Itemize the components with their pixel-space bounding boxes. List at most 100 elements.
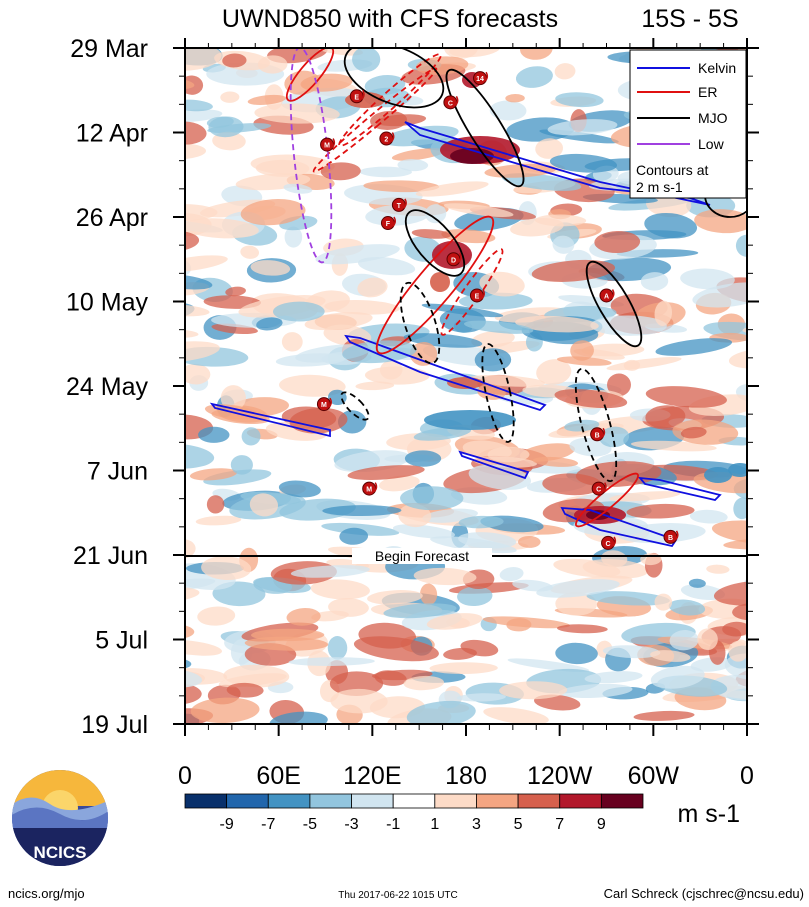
logo-text: NCICS — [34, 843, 87, 862]
svg-text:C: C — [606, 541, 611, 548]
colorbar-swatch — [309, 793, 352, 809]
svg-text:E: E — [354, 94, 359, 101]
legend-note-line1: Contours at — [636, 162, 708, 178]
legend-label-low: Low — [698, 136, 725, 152]
forecast-label-bg — [352, 548, 492, 564]
y-tick-label: 21 Jun — [73, 542, 148, 570]
tc-marker: A — [599, 288, 615, 303]
colorbar-swatch — [600, 793, 644, 809]
low-contour — [289, 48, 333, 264]
forecast-marker: Begin Forecast — [185, 548, 747, 564]
er-contour — [285, 48, 335, 102]
y-tick-label: 5 Jul — [95, 627, 148, 655]
colorbar-swatch — [184, 793, 228, 809]
colorbar-label: -1 — [386, 816, 400, 833]
tc-marker: 14 — [473, 71, 489, 86]
svg-text:B: B — [595, 432, 600, 439]
tc-marker: E — [349, 89, 365, 104]
svg-text:B: B — [668, 535, 673, 542]
legend: Kelvin ER MJO Low Contours at 2 m s-1 — [629, 49, 747, 199]
chart-title: UWND850 with CFS forecasts — [222, 5, 558, 33]
mjo-contour — [445, 68, 525, 188]
y-tick-label: 26 Apr — [76, 204, 148, 232]
x-tick-label: 0 — [740, 762, 754, 790]
tc-marker: 2 — [379, 131, 395, 146]
kelvin-contour — [209, 402, 331, 438]
legend-box — [629, 49, 747, 199]
x-tick-label: 180 — [445, 762, 487, 790]
svg-text:M: M — [321, 402, 327, 409]
colorbar-label: 7 — [555, 816, 564, 833]
y-tick-label: 19 Jul — [81, 711, 148, 739]
svg-text:F: F — [386, 221, 391, 228]
tc-marker: C — [443, 95, 459, 110]
colorbar-swatch — [559, 793, 602, 809]
svg-text:T: T — [397, 203, 402, 210]
tc-marker: C — [601, 535, 617, 550]
x-tick-label: 120E — [343, 762, 401, 790]
colorbar-label: 1 — [430, 816, 439, 833]
svg-text:2: 2 — [384, 137, 388, 144]
colorbar-swatch — [517, 793, 561, 809]
footer-timestamp: Thu 2017-06-22 1015 UTC — [338, 890, 458, 901]
axes: 0 60E 120E 180 120W 60W 0 29 Mar 12 Apr 26 Apr 10 … — [66, 35, 759, 790]
colorbar-swatch — [351, 793, 394, 809]
kelvin-contour — [458, 450, 530, 480]
tc-marker: D — [446, 252, 462, 267]
svg-text:D: D — [451, 257, 456, 264]
tc-markers: E M C 14 2 T F D E A M B M C C B — [316, 71, 679, 550]
y-tick-label: 10 May — [66, 289, 148, 317]
footer-url: ncics.org/mjo — [8, 886, 85, 901]
colorbar-swatch — [434, 793, 477, 809]
x-tick-label: 0 — [178, 762, 192, 790]
region-label: 15S - 5S — [641, 5, 738, 33]
mjo-contour — [343, 48, 445, 109]
y-tick-label: 24 May — [66, 373, 148, 401]
mjo-contour — [585, 260, 643, 348]
x-tick-label: 60E — [256, 762, 300, 790]
colorbar: -9 -7 -5 -3 -1 1 3 5 7 9 — [184, 793, 644, 833]
svg-text:14: 14 — [476, 76, 484, 83]
svg-text:M: M — [324, 143, 330, 150]
tc-marker: M — [362, 481, 378, 496]
tc-marker: C — [591, 481, 607, 496]
tc-marker: B — [663, 529, 679, 544]
colorbar-label: -3 — [344, 816, 358, 833]
tc-marker: M — [316, 397, 332, 412]
ncics-logo: NCICS — [12, 770, 108, 866]
mjo-contour — [574, 367, 618, 483]
x-tick-label: 120W — [527, 762, 593, 790]
mjo-contour — [481, 343, 515, 443]
mjo-contour — [340, 391, 370, 421]
er-contour — [312, 67, 438, 173]
colorbar-swatch — [392, 793, 436, 809]
svg-text:E: E — [475, 293, 480, 300]
svg-text:C: C — [596, 487, 601, 494]
y-tick-label: 12 Apr — [76, 120, 148, 148]
y-tick-label: 7 Jun — [87, 458, 148, 486]
colorbar-label: -5 — [303, 816, 317, 833]
tc-marker: F — [380, 216, 396, 231]
forecast-label: Begin Forecast — [375, 548, 469, 564]
er-contour — [375, 215, 495, 355]
colorbar-label: 9 — [597, 816, 606, 833]
colorbar-label: 5 — [514, 816, 523, 833]
colorbar-label: 3 — [472, 816, 481, 833]
svg-text:A: A — [604, 293, 609, 300]
legend-label-mjo: MJO — [698, 110, 728, 126]
colorbar-swatch — [226, 793, 269, 809]
mjo-contour — [404, 209, 466, 277]
kelvin-contour — [560, 506, 678, 548]
footer-author: Carl Schreck (cjschrec@ncsu.edu) — [604, 886, 804, 901]
colorbar-label: -9 — [220, 816, 234, 833]
svg-text:M: M — [366, 487, 372, 494]
svg-text:C: C — [448, 100, 453, 107]
colorbar-swatch — [267, 793, 311, 809]
colorbar-label: -7 — [261, 816, 275, 833]
legend-label-er: ER — [698, 84, 717, 100]
kelvin-contour — [637, 476, 722, 501]
kelvin-contour — [404, 121, 711, 206]
tc-marker: E — [469, 288, 485, 303]
legend-note-line2: 2 m s-1 — [636, 179, 683, 195]
